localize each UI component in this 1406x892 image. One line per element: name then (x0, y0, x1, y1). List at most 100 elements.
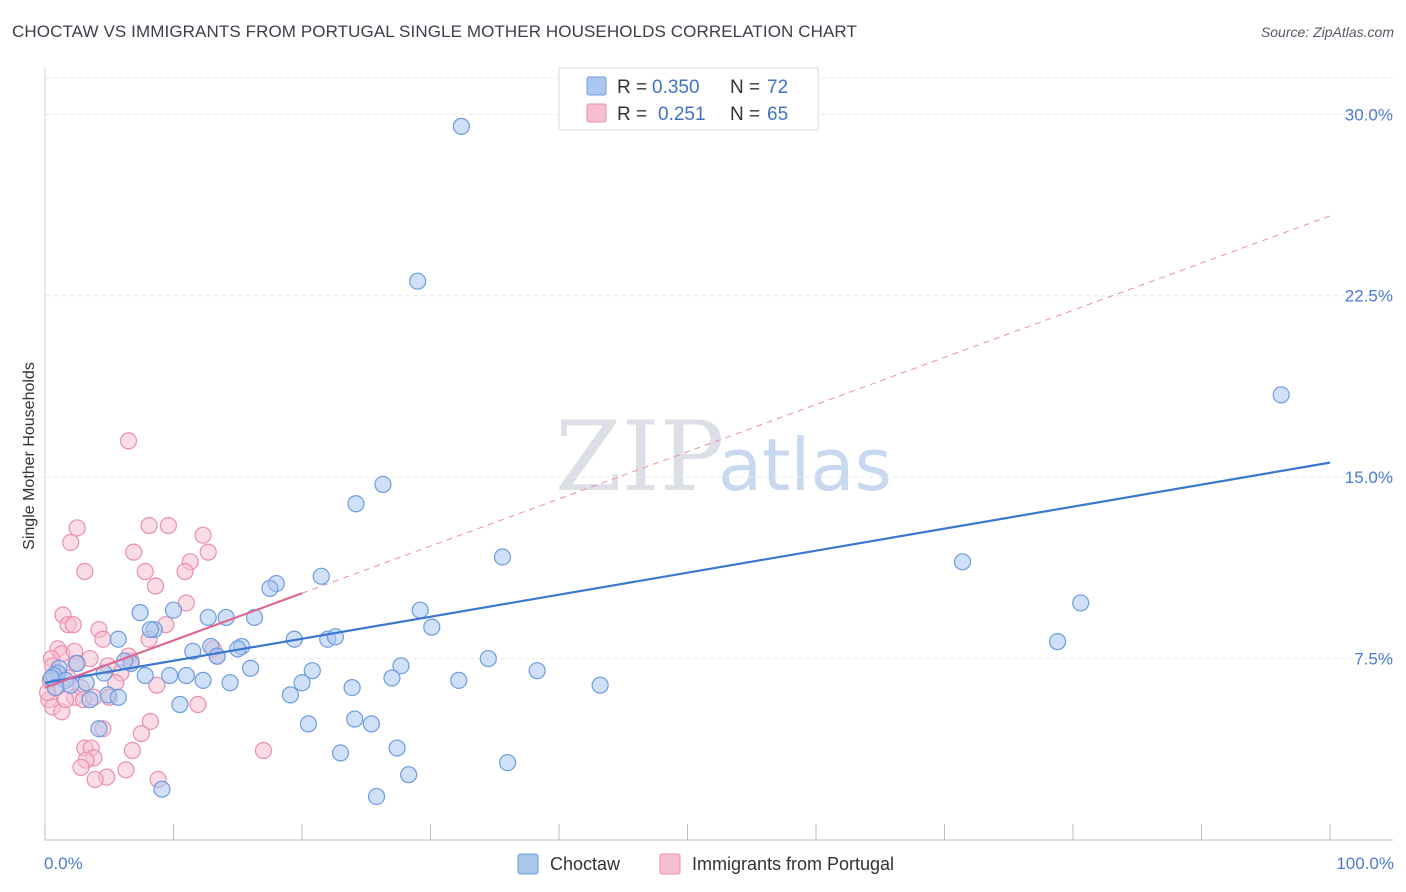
legend-n-label-portugal: N = (730, 104, 760, 125)
point-portugal-58 (72, 758, 90, 777)
point-portugal-0 (119, 432, 138, 450)
point-portugal-48 (189, 695, 207, 714)
point-portugal-49 (141, 712, 159, 731)
point-choctaw-49 (293, 674, 311, 692)
legend-swatch-choctaw (586, 76, 607, 96)
point-choctaw-65 (367, 787, 386, 806)
point-portugal-61 (86, 770, 104, 789)
point-choctaw-36 (450, 671, 468, 689)
point-portugal-51 (132, 724, 150, 743)
point-portugal-4 (159, 516, 177, 535)
point-portugal-6 (125, 543, 143, 561)
trend-line-portugal (44, 592, 303, 689)
point-choctaw-54 (109, 688, 127, 706)
point-choctaw-50 (343, 678, 361, 697)
point-choctaw-56 (299, 715, 318, 733)
x-tick-labels: 0.0% 100.0% (44, 854, 1394, 873)
watermark: ZIP atlas (555, 401, 892, 513)
legend-n-value-choctaw: 72 (767, 77, 788, 98)
point-portugal-13 (177, 594, 195, 612)
point-choctaw-55 (171, 695, 189, 714)
y-tick-labels: 7.5% 15.0% 22.5% 30.0% (1345, 105, 1393, 668)
point-choctaw-12 (411, 601, 429, 619)
point-choctaw-60 (331, 744, 350, 762)
bottom-legend-label-portugal: Immigrants from Portugal (692, 854, 894, 874)
chart-title: CHOCTAW VS IMMIGRANTS FROM PORTUGAL SING… (12, 22, 857, 41)
y-tick-label-2: 22.5% (1345, 287, 1393, 306)
legend-n-value-portugal: 65 (767, 104, 788, 125)
legend-n-label-choctaw: N = (730, 77, 760, 98)
point-choctaw-7 (1072, 594, 1090, 612)
point-choctaw-2 (1272, 386, 1290, 404)
point-portugal-3 (140, 516, 158, 535)
point-portugal-40 (148, 676, 166, 694)
point-portugal-59 (117, 761, 135, 779)
chart-source: Source: ZipAtlas.com (1260, 24, 1394, 40)
legend-r-value-choctaw: 0.350 (652, 77, 700, 98)
point-choctaw-33 (242, 659, 260, 677)
point-choctaw-61 (388, 739, 406, 757)
point-choctaw-1 (409, 272, 427, 290)
point-portugal-16 (64, 616, 82, 634)
point-portugal-12 (146, 577, 165, 595)
bottom-legend-swatch-choctaw (517, 853, 539, 875)
point-choctaw-47 (194, 671, 212, 689)
point-choctaw-5 (953, 553, 972, 571)
x-tick-label-min: 0.0% (44, 854, 83, 873)
point-choctaw-51 (591, 676, 609, 694)
point-choctaw-21 (109, 630, 127, 648)
bottom-legend-label-choctaw: Choctaw (550, 854, 621, 874)
point-choctaw-0 (452, 117, 470, 135)
point-choctaw-31 (392, 657, 410, 675)
watermark-zip: ZIP (555, 401, 724, 513)
legend-swatch-portugal (586, 103, 607, 123)
point-choctaw-32 (528, 662, 546, 680)
y-axis-label: Single Mother Households (21, 362, 38, 550)
point-choctaw-4 (347, 495, 365, 513)
y-tick-label-3: 30.0% (1345, 105, 1393, 124)
legend-r-value-portugal: 0.251 (658, 104, 706, 125)
axes (44, 68, 1393, 841)
point-choctaw-67 (68, 654, 86, 673)
point-choctaw-29 (184, 642, 202, 660)
point-choctaw-6 (493, 548, 512, 566)
bottom-legend-swatch-portugal (659, 853, 681, 875)
point-choctaw-8 (1048, 633, 1067, 651)
point-choctaw-30 (479, 649, 497, 668)
x-tick-label-max: 100.0% (1336, 854, 1394, 873)
point-choctaw-14 (245, 608, 264, 627)
point-choctaw-57 (346, 710, 364, 728)
point-portugal-10 (136, 562, 154, 581)
legend-r-label-choctaw: R = (617, 77, 647, 98)
point-portugal-11 (176, 562, 194, 581)
point-choctaw-58 (362, 715, 380, 733)
point-portugal-5 (194, 526, 212, 544)
legend: R = 0.350 N = 72 R = 0.251 N = 65 (558, 67, 819, 131)
point-choctaw-11 (261, 579, 279, 598)
point-choctaw-62 (499, 753, 517, 772)
trend-line-portugal-extension (301, 215, 1331, 594)
point-choctaw-17 (164, 601, 183, 619)
watermark-atlas: atlas (718, 423, 892, 507)
bottom-legend: Choctaw Immigrants from Portugal (517, 853, 894, 875)
point-choctaw-16 (199, 608, 217, 627)
point-choctaw-9 (312, 567, 330, 585)
point-choctaw-44 (136, 666, 154, 685)
point-choctaw-63 (400, 766, 418, 784)
trend-lines (44, 215, 1331, 689)
point-portugal-2 (62, 533, 80, 552)
point-choctaw-52 (281, 686, 300, 704)
grid-lines (45, 77, 1393, 660)
y-tick-label-1: 15.0% (1345, 468, 1393, 487)
point-choctaw-18 (131, 604, 149, 622)
point-choctaw-45 (161, 666, 179, 685)
point-choctaw-48 (221, 674, 239, 692)
point-choctaw-46 (177, 666, 195, 685)
point-choctaw-35 (383, 669, 401, 687)
point-choctaw-34 (303, 662, 321, 680)
y-tick-label-0: 7.5% (1354, 650, 1393, 669)
point-portugal-19 (94, 630, 112, 648)
point-portugal-54 (123, 741, 141, 760)
point-choctaw-20 (141, 620, 159, 639)
point-portugal-55 (254, 741, 273, 760)
